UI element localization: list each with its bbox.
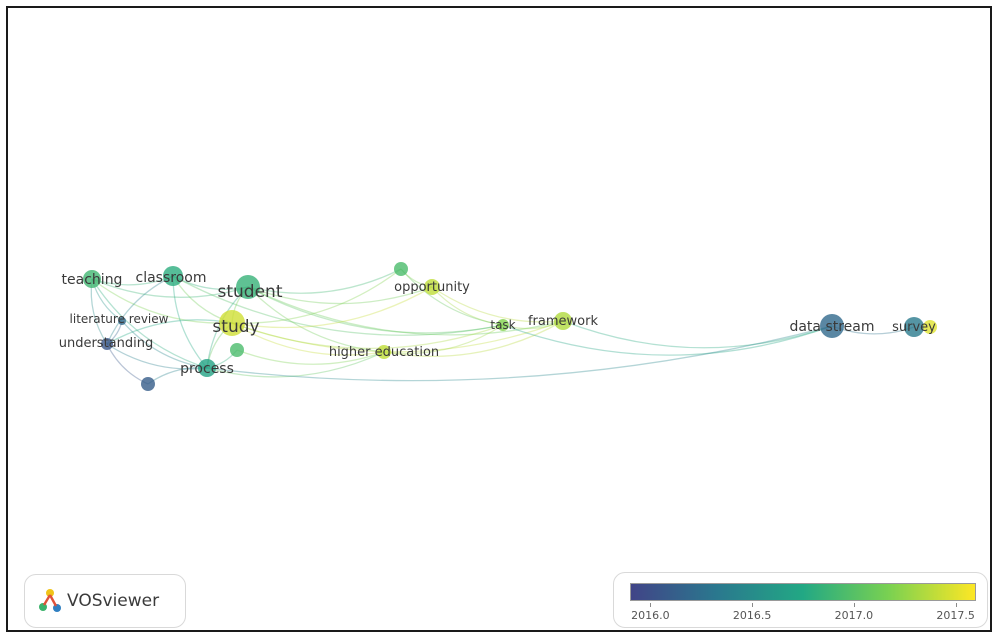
link-study-framework xyxy=(231,320,564,353)
node-task[interactable] xyxy=(497,319,509,331)
link-literature-review-process xyxy=(121,320,208,369)
node-purple-node[interactable] xyxy=(141,377,155,391)
link-student-opportunity xyxy=(247,286,433,305)
node-survey-yellow[interactable] xyxy=(923,320,937,334)
node-student[interactable] xyxy=(236,275,260,299)
node-top-node[interactable] xyxy=(394,262,408,276)
node-label-literature-review[interactable]: literature review xyxy=(70,312,169,326)
node-process[interactable] xyxy=(198,359,216,377)
node-label-classroom[interactable]: classroom xyxy=(136,270,207,286)
node-data-stream[interactable] xyxy=(820,314,844,338)
color-scale-tick xyxy=(650,603,652,607)
node-survey[interactable] xyxy=(904,317,924,337)
color-scale-tick-label: 2017.5 xyxy=(936,609,975,622)
node-label-survey[interactable]: survey xyxy=(892,320,936,335)
link-study-understanding xyxy=(106,319,233,345)
link-classroom-task xyxy=(172,275,504,336)
link-task-data-stream xyxy=(502,324,833,356)
link-process-higher-education xyxy=(206,351,385,378)
color-scale-tick-label: 2016.0 xyxy=(631,609,670,622)
link-higher-education-framework xyxy=(383,320,564,357)
link-higher-education-task xyxy=(383,324,504,355)
link-top-node-task xyxy=(400,268,504,326)
node-classroom[interactable] xyxy=(163,266,183,286)
color-scale-legend: 2016.0 2016.5 2017.0 2017.5 xyxy=(613,572,988,628)
color-scale-tick-label: 2016.5 xyxy=(732,609,772,622)
node-opportunity[interactable] xyxy=(424,279,440,295)
node-higher-education[interactable] xyxy=(377,345,391,359)
link-student-top-node xyxy=(247,268,402,294)
link-classroom-process xyxy=(172,275,208,369)
node-green-node[interactable] xyxy=(230,343,244,357)
color-scale-tick-label: 2017.0 xyxy=(834,609,874,622)
link-student-task xyxy=(247,286,504,334)
color-scale-tick xyxy=(955,603,957,607)
link-process-data-stream xyxy=(206,325,833,382)
link-teaching-student xyxy=(91,278,249,298)
link-study-opportunity xyxy=(231,286,433,329)
link-teaching-process xyxy=(91,278,208,369)
link-student-framework xyxy=(247,286,564,336)
link-understanding-process xyxy=(106,343,208,370)
labels-layer: teaching classroom student literature revie… xyxy=(59,270,936,377)
node-label-student[interactable]: student xyxy=(218,282,283,302)
link-framework-data-stream xyxy=(562,320,833,349)
node-label-higher-education[interactable]: higher education xyxy=(329,345,439,360)
link-student-higher-education xyxy=(247,286,385,353)
node-label-study[interactable]: study xyxy=(212,317,259,337)
node-understanding[interactable] xyxy=(101,338,113,350)
color-scale-bar xyxy=(630,583,976,601)
link-study-top-node xyxy=(231,268,402,324)
link-teaching-study xyxy=(91,278,233,324)
link-opportunity-framework xyxy=(431,286,564,323)
node-framework[interactable] xyxy=(554,312,572,330)
node-label-process[interactable]: process xyxy=(180,361,234,377)
link-study-higher-education xyxy=(231,322,385,356)
node-label-framework[interactable]: framework xyxy=(528,314,598,329)
node-label-data-stream[interactable]: data stream xyxy=(789,319,874,335)
vosviewer-logo-icon xyxy=(39,589,61,612)
node-study[interactable] xyxy=(219,310,245,336)
node-label-teaching[interactable]: teaching xyxy=(62,272,123,288)
color-scale-tick xyxy=(853,603,855,607)
vosviewer-logo[interactable]: VOSviewer xyxy=(24,574,186,628)
links-layer xyxy=(90,268,915,385)
color-scale-tick xyxy=(752,603,754,607)
node-teaching[interactable] xyxy=(83,270,101,288)
node-label-opportunity[interactable]: opportunity xyxy=(394,280,470,295)
node-label-task[interactable]: task xyxy=(490,318,515,332)
node-label-understanding[interactable]: understanding xyxy=(59,336,154,351)
link-study-task xyxy=(231,322,504,350)
nodes-layer xyxy=(83,262,937,391)
link-opportunity-task xyxy=(431,286,504,326)
node-literature-review[interactable] xyxy=(118,317,126,325)
link-green-node-higher-education xyxy=(236,349,385,365)
vosviewer-logo-text: VOSviewer xyxy=(67,591,160,611)
